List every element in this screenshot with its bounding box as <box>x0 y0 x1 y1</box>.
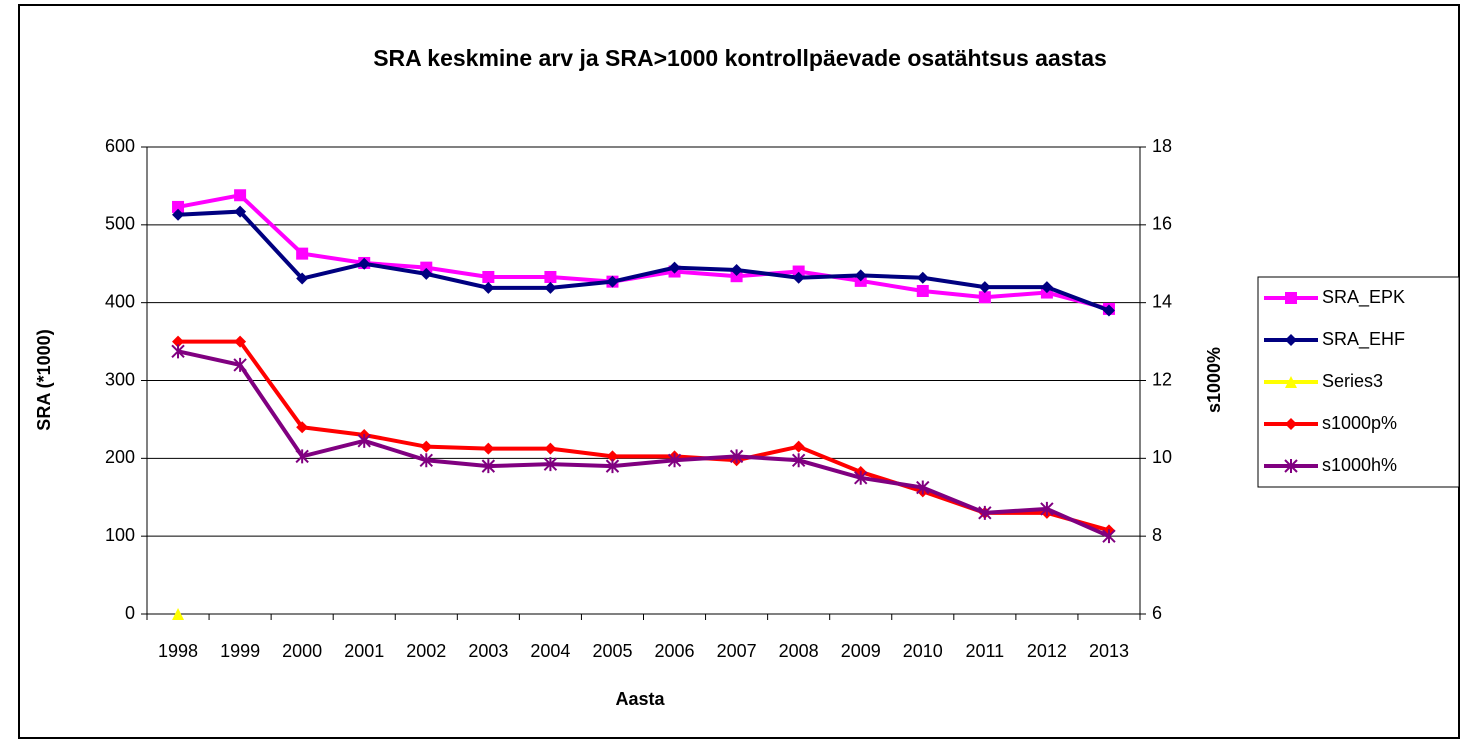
chart-title: SRA keskmine arv ja SRA>1000 kontrollpäe… <box>373 45 1107 71</box>
marker <box>482 281 495 294</box>
legend-label: Series3 <box>1322 371 1383 391</box>
series-line <box>177 349 1110 538</box>
marker <box>544 281 557 294</box>
marker <box>234 189 247 202</box>
marker <box>854 269 867 282</box>
x-tick-label: 2004 <box>530 641 570 661</box>
y2-tick-label: 12 <box>1152 369 1172 389</box>
marker <box>792 271 805 284</box>
x-tick-label: 1999 <box>220 641 260 661</box>
y-tick-label: 0 <box>125 603 135 623</box>
marker <box>172 608 185 620</box>
marker <box>1102 304 1115 317</box>
marker <box>1040 501 1054 516</box>
marker <box>730 270 743 283</box>
marker <box>296 247 309 260</box>
marker <box>729 449 744 464</box>
x-tick-label: 2002 <box>406 641 446 661</box>
marker <box>605 459 620 474</box>
marker <box>544 270 557 283</box>
marker <box>791 453 806 468</box>
y2-axis-title: s1000% <box>1204 347 1224 413</box>
series-line <box>177 209 1110 313</box>
legend-label: SRA_EHF <box>1322 329 1405 350</box>
marker <box>1285 292 1297 304</box>
marker <box>916 284 929 297</box>
marker <box>1284 459 1298 473</box>
y2-tick-label: 6 <box>1152 603 1162 623</box>
marker <box>482 270 495 283</box>
y-tick-label: 300 <box>105 369 135 389</box>
legend-label: s1000h% <box>1322 455 1397 475</box>
marker <box>1102 529 1116 544</box>
marker <box>358 257 371 270</box>
marker <box>1040 281 1053 294</box>
x-tick-label: 1998 <box>158 641 198 661</box>
marker <box>978 281 991 294</box>
marker <box>978 505 992 520</box>
marker <box>295 449 309 464</box>
x-tick-label: 2003 <box>468 641 508 661</box>
x-tick-label: 2011 <box>965 641 1004 661</box>
y2-tick-label: 16 <box>1152 214 1172 234</box>
marker <box>730 263 743 276</box>
marker <box>544 442 557 455</box>
legend-label: s1000p% <box>1322 413 1397 433</box>
y-tick-label: 400 <box>105 291 135 311</box>
y-tick-label: 100 <box>105 525 135 545</box>
marker <box>854 470 868 485</box>
marker <box>1285 334 1297 346</box>
y2-tick-label: 14 <box>1152 291 1172 311</box>
marker <box>233 357 247 372</box>
marker <box>172 335 185 348</box>
y2-tick-label: 8 <box>1152 525 1162 545</box>
y2-tick-label: 10 <box>1152 447 1172 467</box>
marker <box>606 450 619 463</box>
x-tick-label: 2008 <box>779 641 819 661</box>
x-tick-label: 2010 <box>903 641 943 661</box>
marker <box>667 453 682 468</box>
x-tick-label: 2012 <box>1027 641 1067 661</box>
marker <box>296 421 309 434</box>
marker <box>172 200 185 213</box>
marker <box>606 275 619 288</box>
x-tick-label: 2000 <box>282 641 322 661</box>
x-tick-label: 2006 <box>655 641 695 661</box>
x-tick-label: 2001 <box>344 641 384 661</box>
marker <box>978 291 991 304</box>
x-tick-label: 2009 <box>841 641 881 661</box>
marker <box>916 480 930 495</box>
marker <box>1285 376 1297 388</box>
y-axis-title: SRA (*1000) <box>34 329 54 430</box>
marker <box>668 261 681 274</box>
marker <box>916 271 929 284</box>
marker <box>543 457 558 472</box>
x-tick-label: 2007 <box>717 641 757 661</box>
y-tick-label: 600 <box>105 136 135 156</box>
marker <box>420 440 433 453</box>
marker <box>234 335 247 348</box>
y-tick-label: 200 <box>105 447 135 467</box>
marker <box>1285 418 1297 430</box>
marker <box>419 453 433 468</box>
marker <box>357 433 371 448</box>
marker <box>172 208 185 221</box>
marker <box>171 344 185 359</box>
legend-label: SRA_EPK <box>1322 287 1405 308</box>
x-tick-label: 2013 <box>1089 641 1129 661</box>
marker <box>296 272 309 285</box>
marker <box>234 205 247 218</box>
x-axis-title: Aasta <box>615 689 665 709</box>
marker <box>420 261 433 274</box>
marker <box>482 442 495 455</box>
marker <box>420 267 433 280</box>
y2-tick-label: 18 <box>1152 136 1172 156</box>
marker <box>792 265 805 278</box>
x-tick-label: 2005 <box>592 641 632 661</box>
marker <box>481 459 496 474</box>
y-tick-label: 500 <box>105 214 135 234</box>
marker <box>792 440 805 453</box>
